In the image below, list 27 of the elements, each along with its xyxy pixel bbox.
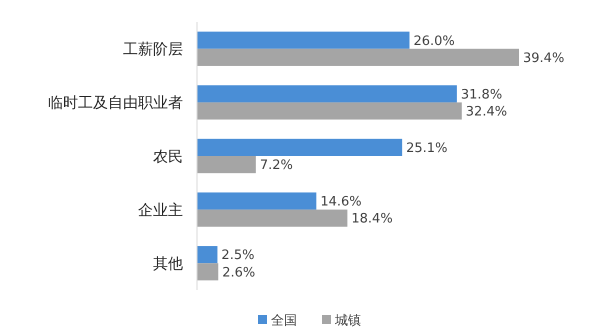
data-label: 39.4% bbox=[523, 50, 564, 66]
bar bbox=[197, 102, 462, 120]
bar bbox=[197, 192, 316, 210]
data-label: 26.0% bbox=[413, 34, 455, 49]
data-label: 18.4% bbox=[351, 212, 393, 227]
bar bbox=[197, 85, 457, 102]
data-label: 2.6% bbox=[222, 265, 256, 280]
bar bbox=[197, 263, 218, 280]
data-label: 7.2% bbox=[260, 158, 293, 174]
bar bbox=[197, 32, 410, 49]
y-tick-label: 临时工及自由职业者 bbox=[48, 94, 183, 112]
data-label: 2.5% bbox=[221, 248, 254, 264]
bar bbox=[197, 156, 256, 174]
legend-label: 城镇 bbox=[334, 314, 361, 329]
bar bbox=[197, 48, 519, 66]
y-tick-label: 其他 bbox=[153, 254, 183, 272]
y-tick-label: 农民 bbox=[153, 147, 183, 166]
data-label: 14.6% bbox=[320, 194, 362, 210]
bar bbox=[197, 210, 348, 227]
data-label: 25.1% bbox=[406, 140, 448, 156]
y-tick-label: 工薪阶层 bbox=[123, 40, 183, 58]
legend-label: 全国 bbox=[271, 314, 297, 329]
data-label: 32.4% bbox=[466, 104, 508, 120]
bar bbox=[197, 246, 218, 264]
y-tick-label: 企业主 bbox=[138, 200, 183, 219]
data-label: 31.8% bbox=[460, 87, 502, 102]
bar bbox=[197, 138, 402, 156]
